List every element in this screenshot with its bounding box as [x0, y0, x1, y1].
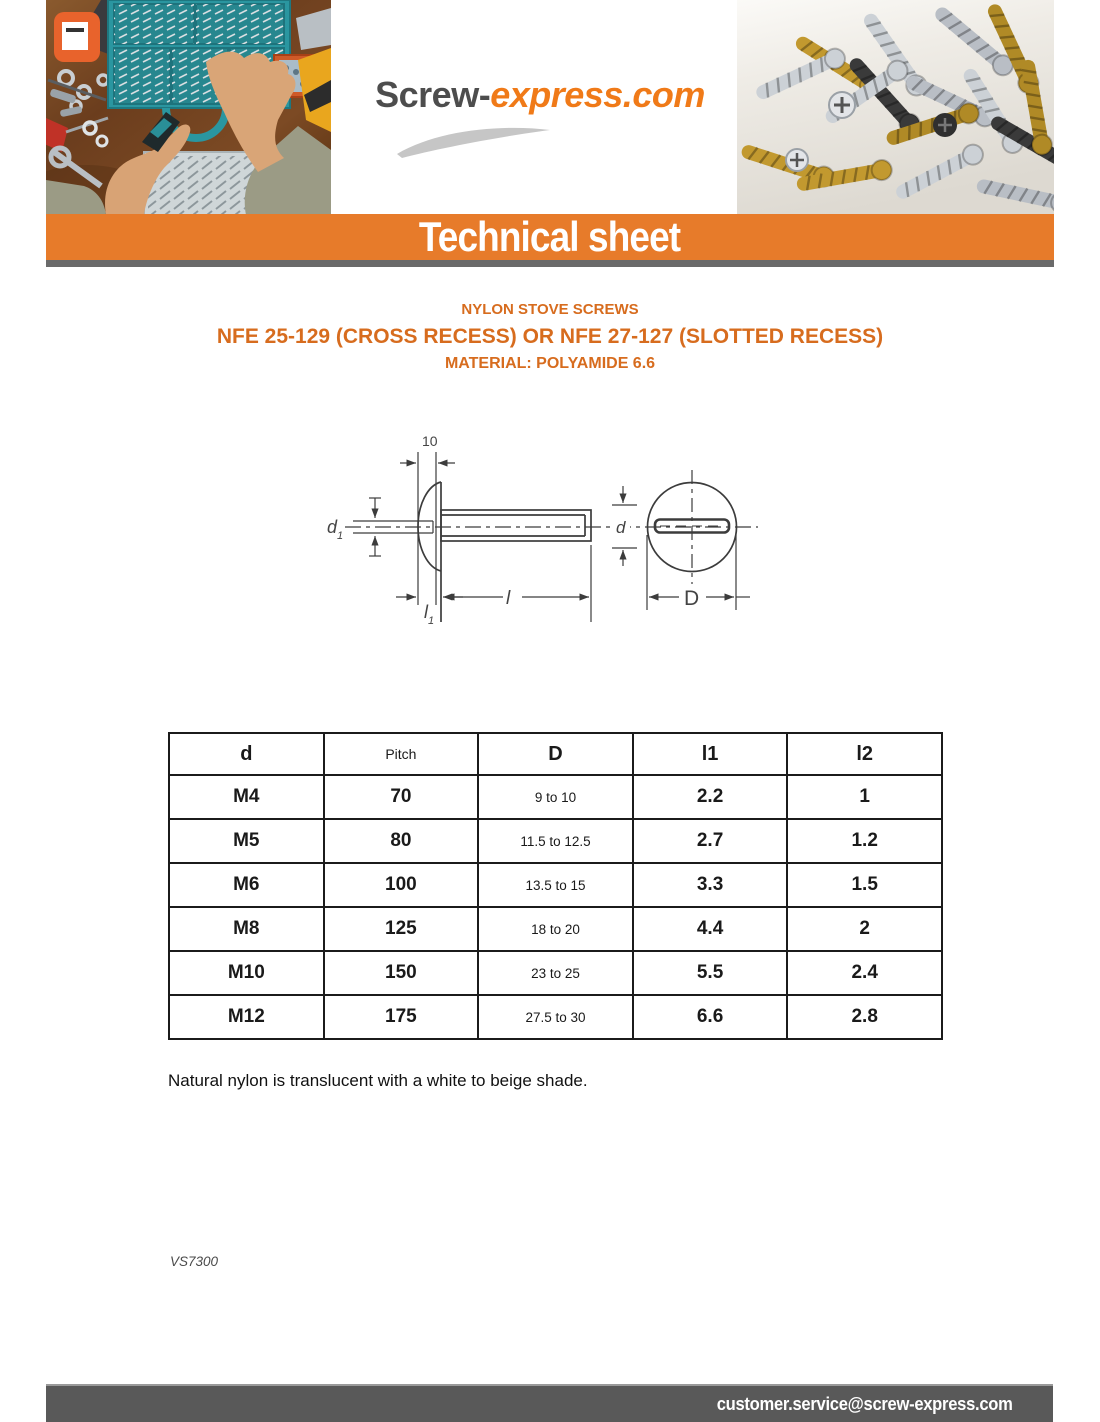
site-logo: Screw-express.com — [340, 74, 740, 116]
col-header-d: d — [168, 732, 325, 776]
dim-label-d1: d1 — [327, 517, 343, 542]
cell-l1: 2.7 — [631, 818, 789, 864]
cell-l2: 2.8 — [786, 994, 943, 1040]
logo-text-express: express.com — [490, 74, 705, 115]
heading-standard: NFE 25-129 (CROSS RECESS) OR NFE 27-127 … — [216, 325, 884, 348]
cell-l2: 2 — [786, 906, 943, 952]
cell-d: M12 — [168, 994, 325, 1040]
cell-D: 18 to 20 — [477, 906, 634, 952]
dimensions-table: d Pitch D l1 l2 M4 70 9 to 10 2.2 1 M5 8… — [168, 732, 943, 1040]
col-header-l2: l2 — [786, 732, 943, 776]
dim-label-d: d — [616, 518, 626, 537]
cell-pitch: 150 — [322, 950, 480, 996]
cell-pitch: 70 — [322, 774, 480, 820]
cell-l1: 5.5 — [631, 950, 789, 996]
table-row: M6 100 13.5 to 15 3.3 1.5 — [168, 862, 943, 908]
col-header-pitch: Pitch — [322, 732, 480, 776]
cell-pitch: 100 — [322, 862, 480, 908]
dim-label-10: 10 — [422, 433, 438, 449]
logo-text-screw: Screw- — [375, 74, 491, 115]
cell-l1: 3.3 — [631, 862, 789, 908]
heading-product: NYLON STOVE SCREWS — [461, 301, 639, 318]
cell-d: M6 — [168, 862, 325, 908]
col-header-l1: l1 — [631, 732, 789, 776]
cell-D: 13.5 to 15 — [477, 862, 634, 908]
material-note: Natural nylon is translucent with a whit… — [168, 1071, 588, 1090]
banner-technical-sheet: Technical sheet — [46, 213, 1054, 260]
cell-pitch: 175 — [322, 994, 480, 1040]
cell-d: M10 — [168, 950, 325, 996]
cell-pitch: 80 — [322, 818, 480, 864]
cell-D: 23 to 25 — [477, 950, 634, 996]
cell-d: M4 — [168, 774, 325, 820]
document-reference: VS7300 — [170, 1254, 219, 1269]
footer-bar: customer.service@screw-express.com — [46, 1384, 1053, 1422]
table-row: M8 125 18 to 20 4.4 2 — [168, 906, 943, 952]
cell-l2: 1.5 — [786, 862, 943, 908]
heading-material: MATERIAL: POLYAMIDE 6.6 — [444, 355, 656, 372]
logo-swoosh — [397, 127, 550, 158]
header-photo-workbench — [46, 0, 331, 215]
banner-title: Technical sheet — [419, 213, 681, 260]
cell-pitch: 125 — [322, 906, 480, 952]
cell-D: 9 to 10 — [477, 774, 634, 820]
cell-d: M8 — [168, 906, 325, 952]
dim-label-D: D — [684, 587, 699, 610]
table-header-row: d Pitch D l1 l2 — [168, 732, 943, 776]
col-header-D: D — [477, 732, 634, 776]
cell-l1: 4.4 — [631, 906, 789, 952]
cell-l2: 1.2 — [786, 818, 943, 864]
table-row: M4 70 9 to 10 2.2 1 — [168, 774, 943, 820]
header-photo-screw-pile — [737, 0, 1054, 215]
cell-D: 11.5 to 12.5 — [477, 818, 634, 864]
banner-divider — [46, 260, 1054, 267]
screw-technical-drawing: 10 d1 l l1 d D — [327, 433, 758, 627]
cell-l1: 6.6 — [631, 994, 789, 1040]
table-row: M10 150 23 to 25 5.5 2.4 — [168, 950, 943, 996]
cell-D: 27.5 to 30 — [477, 994, 634, 1040]
footer-email: customer.service@screw-express.com — [717, 1393, 1013, 1414]
cell-l2: 1 — [786, 774, 943, 820]
cell-l1: 2.2 — [631, 774, 789, 820]
dim-label-l: l — [506, 588, 511, 609]
cell-d: M5 — [168, 818, 325, 864]
cell-l2: 2.4 — [786, 950, 943, 996]
dim-label-l1: l1 — [424, 602, 434, 627]
table-row: M5 80 11.5 to 12.5 2.7 1.2 — [168, 818, 943, 864]
table-row: M12 175 27.5 to 30 6.6 2.8 — [168, 994, 943, 1040]
